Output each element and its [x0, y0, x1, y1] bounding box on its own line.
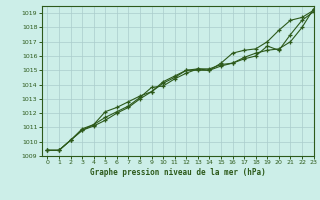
X-axis label: Graphe pression niveau de la mer (hPa): Graphe pression niveau de la mer (hPa) [90, 168, 266, 177]
